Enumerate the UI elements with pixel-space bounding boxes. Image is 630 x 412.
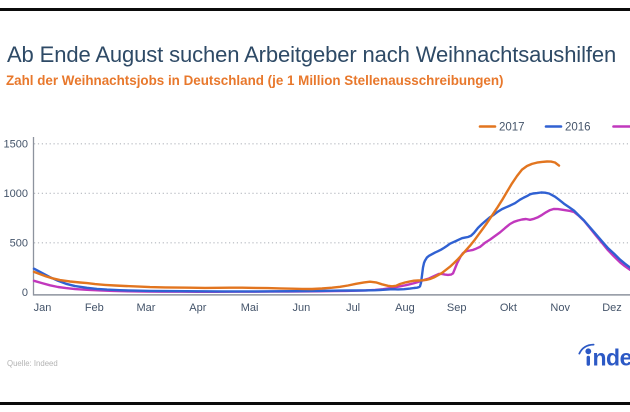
svg-text:Mar: Mar <box>137 302 156 314</box>
svg-text:Jun: Jun <box>293 302 311 314</box>
svg-text:Apr: Apr <box>189 302 206 314</box>
svg-text:1000: 1000 <box>4 188 28 200</box>
svg-text:Aug: Aug <box>395 302 415 314</box>
svg-text:Sep: Sep <box>447 302 467 314</box>
svg-text:2016: 2016 <box>565 122 591 134</box>
svg-text:Jul: Jul <box>346 302 360 314</box>
svg-text:Mai: Mai <box>241 302 259 314</box>
svg-text:Quelle: Indeed: Quelle: Indeed <box>7 359 58 368</box>
svg-text:Dez: Dez <box>602 302 622 314</box>
svg-text:Feb: Feb <box>85 302 104 314</box>
svg-text:Jan: Jan <box>34 302 52 314</box>
svg-text:ndeed: ndeed <box>593 345 630 371</box>
svg-text:0: 0 <box>22 287 28 299</box>
svg-text:Okt: Okt <box>500 302 517 314</box>
svg-text:500: 500 <box>10 238 28 250</box>
svg-text:2017: 2017 <box>499 122 525 134</box>
svg-text:1500: 1500 <box>4 139 28 151</box>
svg-text:Nov: Nov <box>550 302 570 314</box>
